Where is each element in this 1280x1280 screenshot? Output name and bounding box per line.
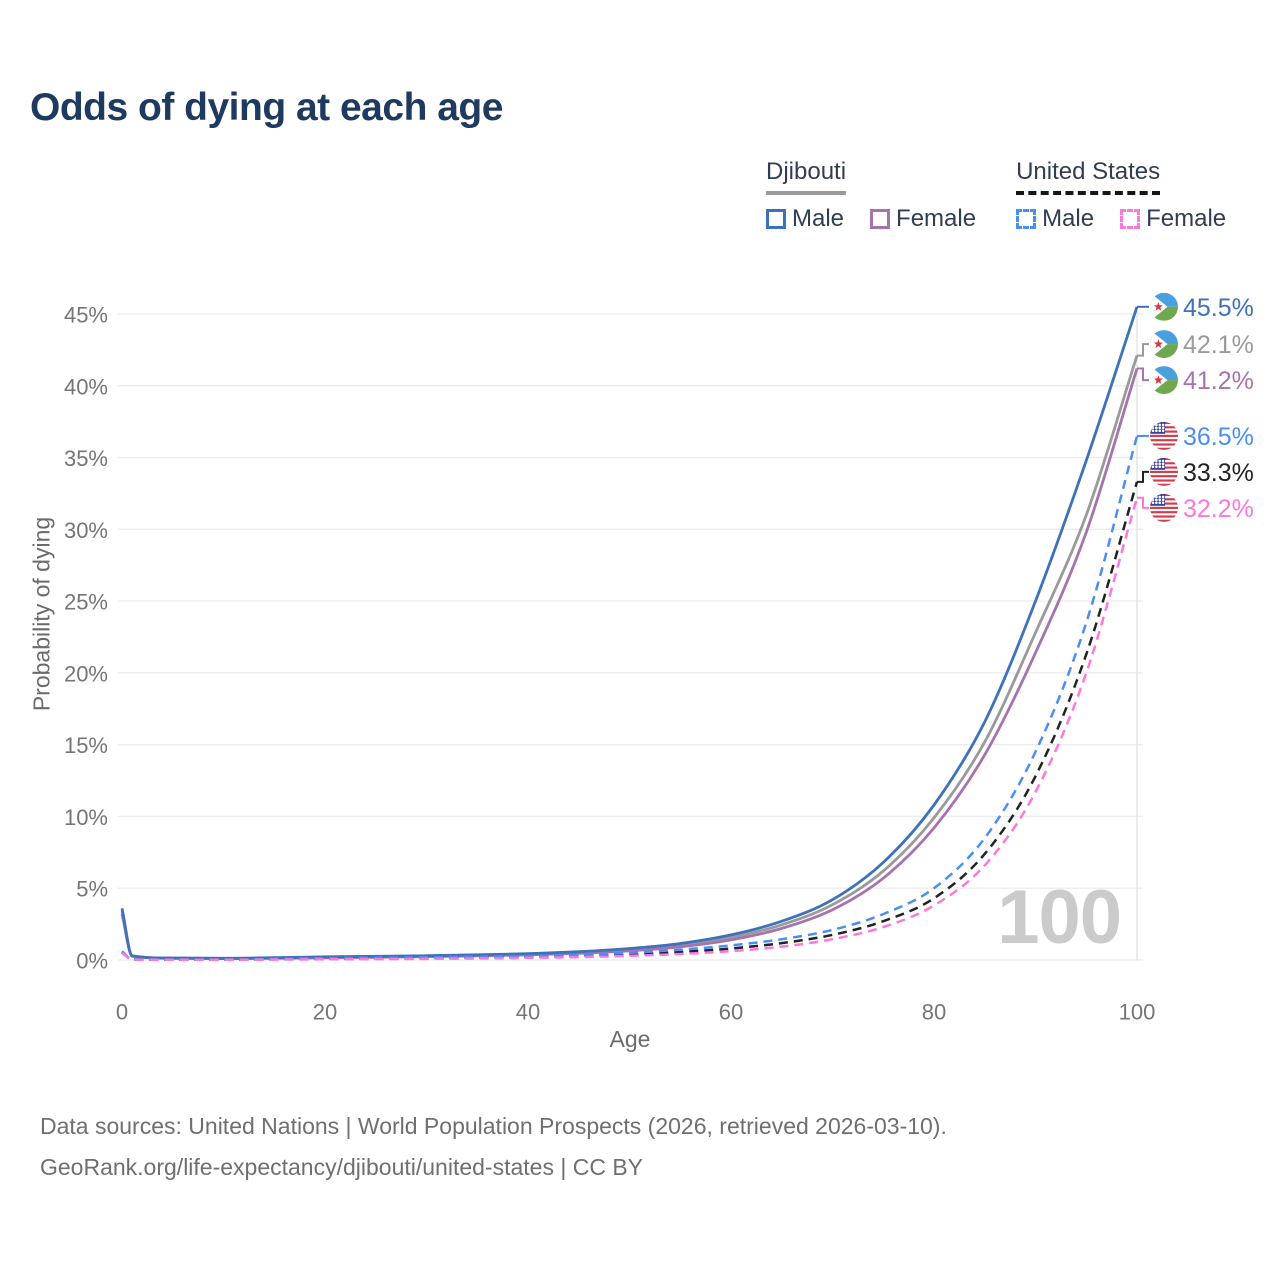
end-label-us-female: 32.2%: [1183, 495, 1254, 523]
series-line-us-male[interactable]: [121, 435, 1139, 961]
series-line-djibouti-both[interactable]: [120, 355, 1139, 960]
y-axis-title: Probability of dying: [28, 516, 55, 712]
y-tick-label: 5%: [76, 877, 108, 902]
legend-group-united-states: United States Male Female: [1016, 158, 1226, 233]
y-tick-label: 25%: [64, 590, 108, 615]
legend-item-us-female[interactable]: Female: [1120, 205, 1226, 233]
end-label-djibouti-female: 41.2%: [1183, 367, 1254, 395]
legend-title-united-states[interactable]: United States: [1016, 158, 1161, 195]
chart-title: Odds of dying at each age: [30, 86, 503, 129]
x-axis-title: Age: [609, 1026, 651, 1052]
legend-label-us-male: Male: [1042, 205, 1095, 232]
djibouti-flag-icon: [1150, 292, 1178, 321]
us-flag-icon: [1150, 421, 1178, 450]
end-label-us-both: 33.3%: [1183, 459, 1254, 487]
y-tick-label: 0%: [76, 949, 108, 974]
series-line-djibouti-male[interactable]: [120, 306, 1139, 960]
legend: Djibouti Male Female United States Male Femal…: [766, 158, 1226, 233]
y-tick-label: 40%: [64, 374, 108, 399]
end-label-us-male: 36.5%: [1183, 423, 1254, 451]
y-tick-label: 30%: [64, 518, 108, 543]
legend-swatch-djibouti-female: [870, 209, 891, 229]
legend-label-djibouti-female: Female: [896, 205, 977, 232]
legend-swatch-djibouti-male: [766, 209, 786, 229]
us-flag-icon: [1150, 457, 1178, 486]
footer-sources: Data sources: United Nations | World Pop…: [40, 1113, 947, 1139]
x-tick-label: 100: [1119, 1000, 1156, 1025]
legend-label-us-female: Female: [1146, 205, 1227, 232]
us-flag-icon: [1150, 493, 1178, 522]
end-label-connector-us-both: [1137, 470, 1149, 483]
legend-group-djibouti: Djibouti Male Female: [766, 158, 976, 233]
footer-attribution: GeoRank.org/life-expectancy/djibouti/uni…: [40, 1154, 643, 1180]
x-tick-label: 80: [922, 1000, 946, 1025]
x-tick-label: 0: [116, 1000, 128, 1025]
legend-item-djibouti-male[interactable]: Male: [766, 205, 844, 233]
end-label-connector-djibouti-both: [1137, 343, 1149, 357]
djibouti-flag-icon: [1150, 330, 1178, 359]
end-label-djibouti-both: 42.1%: [1183, 331, 1254, 359]
footer: Data sources: United Nations | World Pop…: [40, 1106, 947, 1188]
legend-label-djibouti-male: Male: [792, 205, 845, 232]
y-tick-label: 35%: [64, 446, 108, 471]
legend-swatch-us-female: [1120, 209, 1141, 229]
djibouti-flag-icon: [1150, 366, 1178, 395]
y-tick-label: 10%: [64, 805, 108, 830]
legend-items-djibouti: Male Female: [766, 205, 976, 233]
legend-item-djibouti-female[interactable]: Female: [870, 205, 976, 233]
legend-swatch-us-male: [1016, 209, 1037, 229]
y-tick-label: 15%: [64, 733, 108, 758]
y-tick-label: 20%: [64, 661, 108, 686]
x-tick-label: 20: [313, 1000, 337, 1025]
end-label-connector-us-female: [1137, 496, 1149, 509]
legend-item-us-male[interactable]: Male: [1016, 205, 1094, 233]
legend-items-united-states: Male Female: [1016, 205, 1226, 233]
end-label-connector-djibouti-female: [1137, 367, 1149, 382]
y-tick-label: 45%: [64, 302, 108, 327]
x-tick-label: 40: [516, 1000, 540, 1025]
end-label-djibouti-male: 45.5%: [1183, 294, 1254, 322]
legend-title-djibouti[interactable]: Djibouti: [766, 158, 847, 195]
series-line-us-female[interactable]: [121, 497, 1139, 962]
x-tick-label: 60: [719, 1000, 743, 1025]
hover-age-watermark: 100: [997, 875, 1121, 960]
